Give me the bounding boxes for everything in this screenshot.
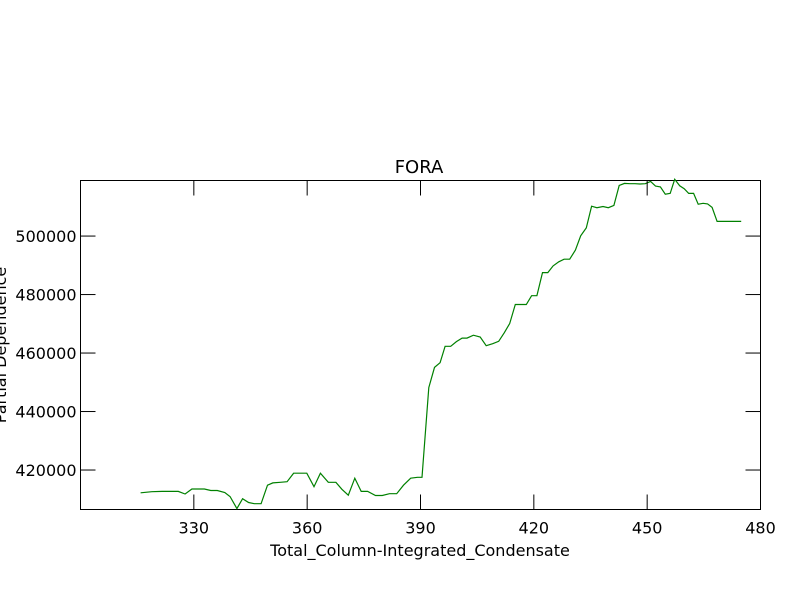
y-tick-label: 480000 bbox=[15, 286, 76, 305]
y-tick-label: 460000 bbox=[15, 344, 76, 363]
x-tick-label: 360 bbox=[292, 519, 323, 538]
x-tick-label: 330 bbox=[179, 519, 210, 538]
x-tick-label: 390 bbox=[405, 519, 436, 538]
y-axis-ticks: 420000 440000 460000 480000 500000 bbox=[15, 227, 761, 480]
x-tick-label: 450 bbox=[632, 519, 663, 538]
x-tick-label: 480 bbox=[745, 519, 776, 538]
plot-frame bbox=[80, 180, 761, 510]
y-axis-label: Partial Dependence bbox=[0, 267, 10, 423]
y-tick-label: 500000 bbox=[15, 227, 76, 246]
y-tick-label: 440000 bbox=[15, 403, 76, 422]
x-tick-label: 420 bbox=[519, 519, 550, 538]
series-line bbox=[140, 178, 742, 510]
chart-title: FORA bbox=[395, 157, 444, 178]
x-axis-label: Total_Column-Integrated_Condensate bbox=[269, 541, 570, 561]
x-axis-ticks: 330 360 390 420 450 480 bbox=[179, 180, 776, 538]
y-tick-label: 420000 bbox=[15, 461, 76, 480]
